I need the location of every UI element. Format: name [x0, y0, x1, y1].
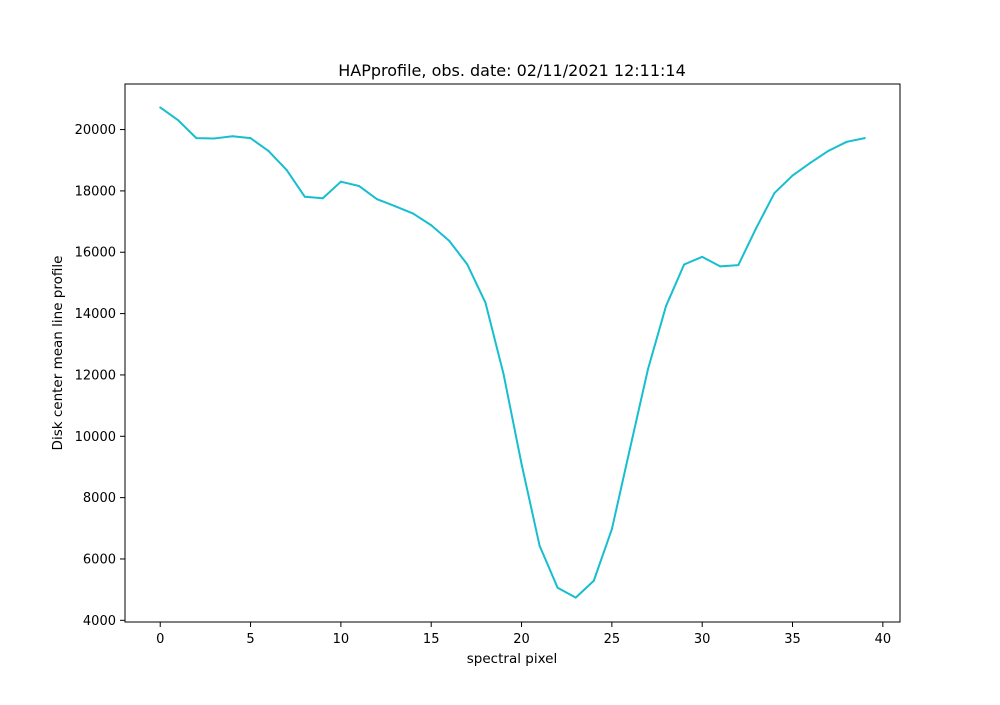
x-tick-label: 40: [875, 632, 892, 647]
data-point: [267, 150, 270, 153]
y-tick-label: 10000: [75, 430, 116, 445]
x-tick-label: 35: [784, 632, 801, 647]
x-tick-label: 5: [246, 632, 254, 647]
data-point: [394, 205, 397, 208]
data-point: [303, 195, 306, 198]
y-tick-label: 20000: [75, 123, 116, 138]
data-point: [159, 106, 162, 109]
data-point: [213, 137, 216, 140]
data-point: [538, 544, 541, 547]
data-point: [376, 198, 379, 201]
data-point: [195, 137, 198, 140]
data-point: [628, 447, 631, 450]
x-tick-label: 25: [604, 632, 621, 647]
x-axis: 0 5 10 15 20 25 30 35 40: [156, 622, 891, 647]
data-point: [357, 184, 360, 187]
data-point: [683, 263, 686, 266]
plot-area-frame: [124, 83, 901, 623]
data-point: [484, 301, 487, 304]
y-tick-label: 16000: [75, 246, 116, 261]
y-axis: 4000 6000 8000 10000 12000 14000 16000 18000 200…: [75, 123, 125, 629]
data-point: [719, 265, 722, 268]
data-point: [665, 304, 668, 307]
y-axis-label: Disk center mean line profile: [50, 256, 66, 451]
data-point: [574, 596, 577, 599]
data-point: [809, 161, 812, 164]
data-point: [285, 169, 288, 172]
data-point: [430, 224, 433, 227]
data-point: [737, 264, 740, 267]
data-point: [610, 528, 613, 531]
x-axis-label: spectral pixel: [467, 651, 557, 667]
data-point: [701, 255, 704, 258]
x-tick-label: 0: [156, 632, 164, 647]
chart-title: HAPprofile, obs. date: 02/11/2021 12:11:…: [338, 61, 686, 80]
data-point: [466, 263, 469, 266]
data-point: [520, 462, 523, 465]
data-point: [827, 149, 830, 152]
data-point: [592, 579, 595, 582]
data-point: [502, 372, 505, 375]
y-tick-label: 18000: [75, 184, 116, 199]
y-tick-label: 4000: [83, 614, 116, 629]
data-point: [791, 174, 794, 177]
data-point: [339, 180, 342, 183]
x-tick-label: 10: [333, 632, 350, 647]
data-point: [448, 239, 451, 242]
data-point: [231, 135, 234, 138]
data-point: [321, 197, 324, 200]
data-point: [249, 137, 252, 140]
data-point: [556, 586, 559, 589]
x-tick-label: 20: [513, 632, 530, 647]
data-point: [863, 137, 866, 140]
data-point: [845, 140, 848, 143]
data-point: [773, 192, 776, 195]
x-tick-label: 15: [423, 632, 440, 647]
x-tick-label: 30: [694, 632, 711, 647]
data-point: [177, 119, 180, 122]
data-point: [412, 212, 415, 215]
y-tick-label: 6000: [83, 552, 116, 567]
y-tick-label: 14000: [75, 307, 116, 322]
series-line: [159, 106, 865, 599]
data-point: [646, 368, 649, 371]
y-tick-label: 8000: [83, 491, 116, 506]
series-points: [159, 106, 866, 599]
data-point: [755, 226, 758, 229]
y-tick-label: 12000: [75, 368, 116, 383]
